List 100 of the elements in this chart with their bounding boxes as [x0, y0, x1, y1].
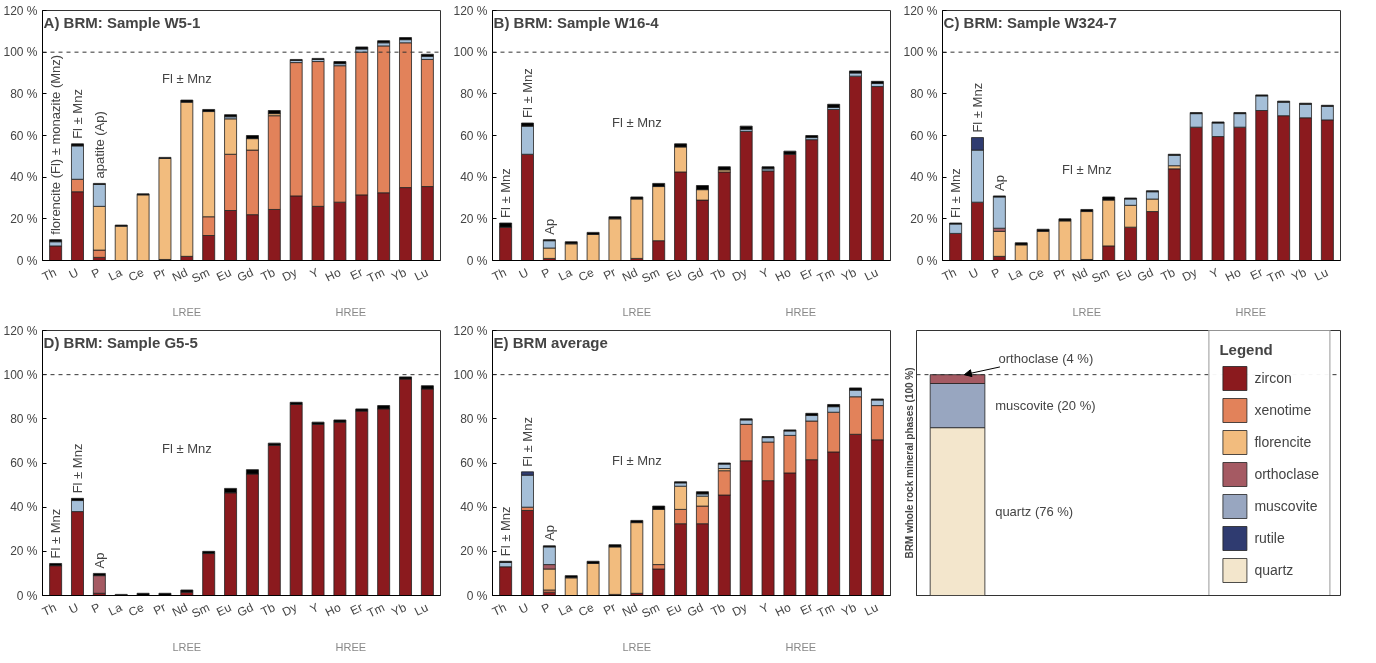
x-tick-label: Dy — [279, 600, 300, 620]
annotation: Ap — [541, 524, 557, 541]
x-tick-label: P — [89, 265, 103, 282]
y-tick-label: 40 % — [910, 170, 938, 185]
y-tick-label: 120 % — [453, 3, 488, 18]
x-tick-label: Ce — [126, 265, 147, 285]
legend-label: xenotime — [1254, 401, 1312, 418]
x-tick-label: Pr — [1051, 265, 1069, 284]
x-tick-label: Ho — [773, 600, 794, 620]
legend-label: rutile — [1254, 529, 1285, 546]
x-tick-label: La — [106, 600, 125, 619]
annotation: orthoclase (4 %) — [998, 351, 1094, 367]
annotation: Fl ± Mnz — [519, 68, 535, 118]
x-tick-label: Lu — [1312, 265, 1331, 284]
x-tick-label: P — [89, 600, 103, 617]
x-tick-label: Tm — [365, 265, 387, 286]
x-tick-label: Th — [939, 265, 959, 284]
x-tick-label: Nd — [1069, 265, 1090, 285]
x-tick-label: Tm — [365, 600, 387, 621]
x-tick-label: Dy — [729, 600, 750, 620]
x-tick-label: Tm — [815, 600, 837, 621]
annotation: florencite (Fl) ± monazite (Mnz) — [48, 54, 64, 235]
x-tick-label: Yb — [839, 265, 859, 285]
y-tick-label: 120 % — [903, 3, 938, 18]
legend-label: muscovite — [1254, 497, 1318, 514]
x-tick-label: Yb — [389, 600, 409, 620]
annotation: Fl ± Mnz — [1061, 161, 1112, 177]
chart-title: D) BRM: Sample G5-5 — [43, 333, 198, 351]
text: LREE — [172, 640, 202, 653]
annotation: Fl ± Mnz — [498, 168, 514, 218]
x-tick-label: U — [66, 265, 81, 282]
x-tick-label: Pr — [601, 600, 619, 619]
y-tick-label: 60 % — [460, 456, 488, 470]
x-tick-label: Gd — [1134, 265, 1156, 285]
x-tick-label: Er — [797, 265, 815, 284]
annotation: Fl ± Mnz — [969, 82, 985, 133]
x-tick-label: P — [539, 265, 553, 282]
y-tick-label: 20 % — [10, 544, 38, 559]
y-tick-label: 0 % — [16, 253, 38, 268]
x-tick-label: Tb — [258, 600, 278, 619]
x-tick-label: Tb — [708, 265, 728, 284]
x-tick-label: Eu — [664, 265, 684, 285]
y-tick-label: 80 % — [460, 86, 488, 101]
text: HREE — [1235, 305, 1267, 318]
y-tick-label: 100 % — [3, 367, 38, 382]
chart-title: C) BRM: Sample W324-7 — [943, 13, 1117, 31]
text: HREE — [785, 305, 817, 318]
x-tick-label: Th — [489, 265, 509, 284]
x-tick-label: Y — [307, 600, 322, 617]
x-tick-label: Dy — [279, 265, 300, 285]
text: HREE — [335, 640, 367, 653]
x-tick-label: La — [106, 265, 125, 284]
chart-title: A) BRM: Sample W5-1 — [43, 13, 201, 31]
x-tick-label: Tb — [1158, 265, 1178, 284]
x-tick-label: U — [66, 600, 81, 617]
x-tick-label: Gd — [234, 600, 256, 620]
x-tick-label: Ce — [576, 265, 597, 285]
legend-label: quartz — [1254, 561, 1294, 578]
x-tick-label: Sm — [189, 600, 212, 621]
y-tick-label: 40 % — [460, 170, 488, 185]
annotation: Fl ± Mnz — [519, 417, 535, 467]
annotation: Fl ± Mnz — [161, 71, 212, 87]
chart-title: E) BRM average — [493, 333, 608, 351]
x-tick-label: Sm — [1089, 265, 1112, 286]
x-tick-label: La — [556, 265, 575, 284]
x-tick-label: Y — [757, 265, 772, 282]
annotation: Fl ± Mnz — [161, 440, 212, 456]
x-tick-label: Eu — [1114, 265, 1134, 285]
annotation: Fl ± Mnz — [48, 508, 64, 559]
annotation: Fl ± Mnz — [69, 443, 85, 494]
x-tick-label: Yb — [389, 265, 409, 285]
y-tick-label: 40 % — [10, 170, 38, 185]
text: HREE — [335, 305, 367, 318]
x-tick-label: Lu — [412, 265, 431, 284]
x-tick-label: Tm — [1265, 265, 1287, 286]
x-tick-label: Y — [757, 600, 772, 617]
chart-title: B) BRM: Sample W16-4 — [493, 13, 660, 31]
x-tick-label: Ho — [1223, 265, 1244, 285]
x-tick-label: Y — [307, 265, 322, 282]
x-tick-label: Gd — [684, 600, 706, 620]
x-tick-label: Gd — [234, 265, 256, 285]
x-tick-label: Er — [1247, 265, 1265, 284]
y-tick-label: 100 % — [453, 367, 488, 382]
legend-title: Legend — [1219, 340, 1274, 358]
x-tick-label: Th — [39, 265, 59, 284]
y-tick-label: 0 % — [916, 253, 938, 268]
x-tick-label: Eu — [214, 600, 234, 620]
x-tick-label: Lu — [412, 600, 431, 619]
y-axis-title: BRM whole rock mineral phases (100 %) — [903, 367, 915, 559]
x-tick-label: Tb — [708, 600, 728, 619]
y-tick-label: 120 % — [3, 3, 38, 18]
legend-label: orthoclase — [1254, 465, 1319, 482]
x-tick-label: Ho — [323, 265, 344, 285]
x-tick-label: Pr — [151, 265, 169, 284]
y-tick-label: 80 % — [10, 86, 38, 101]
legend-label: zircon — [1254, 369, 1292, 386]
y-tick-label: 120 % — [453, 323, 488, 338]
y-tick-label: 80 % — [10, 411, 38, 426]
annotation: Fl ± Mnz — [611, 114, 662, 130]
text: LREE — [622, 305, 652, 318]
